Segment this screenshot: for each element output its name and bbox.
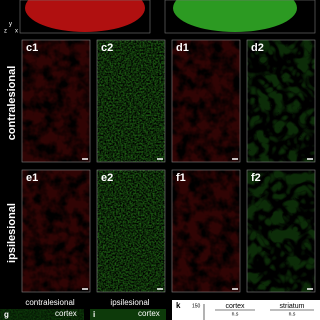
bottom-panels: g cortex i cortex k 150 cortex n.s stria… <box>0 300 320 320</box>
panel-label: c1 <box>26 42 38 54</box>
panel-texture <box>97 170 165 292</box>
panel-frame <box>21 169 91 293</box>
frame <box>164 0 316 34</box>
panel-frame <box>171 39 241 163</box>
panel-texture <box>247 40 315 162</box>
row-label: ipsilesional <box>6 203 18 263</box>
column-label: ipsilesional <box>110 298 149 307</box>
panel-texture <box>22 170 90 292</box>
top-strip: y z x <box>4 0 316 35</box>
panel-texture <box>97 40 165 162</box>
panel-label: f1 <box>176 172 186 184</box>
panel-frame <box>96 39 166 163</box>
panel-texture <box>247 170 315 292</box>
panel-label: e2 <box>101 172 113 184</box>
brain-red <box>25 0 145 32</box>
row-label: contralesional <box>6 66 18 141</box>
frame <box>19 0 151 34</box>
panel-label: g <box>4 310 9 319</box>
panel-label: f2 <box>251 172 261 184</box>
group-label: striatum <box>280 303 305 310</box>
panel-frame <box>21 39 91 163</box>
panel-frame <box>171 169 241 293</box>
panel-frame <box>246 169 316 293</box>
axis-label: y <box>9 22 12 28</box>
stat-label: n.s <box>289 311 296 317</box>
axis-label: z <box>4 29 7 35</box>
panel-texture <box>22 40 90 162</box>
stat-label: n.s <box>232 311 239 317</box>
region-label: cortex <box>55 309 77 318</box>
panel-grid: c1 c2 d1 d2 e1 e2 f1 f2 <box>21 39 316 293</box>
panel-label: c2 <box>101 42 113 54</box>
panel-label: e1 <box>26 172 38 184</box>
panel-label: d2 <box>251 42 264 54</box>
panel-label: d1 <box>176 42 189 54</box>
panel-texture <box>172 40 240 162</box>
panel-label: i <box>93 310 95 319</box>
column-label: contralesional <box>25 298 75 307</box>
panel-texture <box>172 170 240 292</box>
group-label: cortex <box>225 303 245 310</box>
axis-label: x <box>15 29 18 35</box>
panel-texture <box>0 309 84 320</box>
brain-green <box>173 0 297 32</box>
panel-bg <box>90 309 166 320</box>
region-label: cortex <box>138 309 160 318</box>
panel-label: k <box>176 301 181 310</box>
tick-label: 150 <box>192 303 201 309</box>
panel-frame <box>246 39 316 163</box>
panel-frame <box>96 169 166 293</box>
